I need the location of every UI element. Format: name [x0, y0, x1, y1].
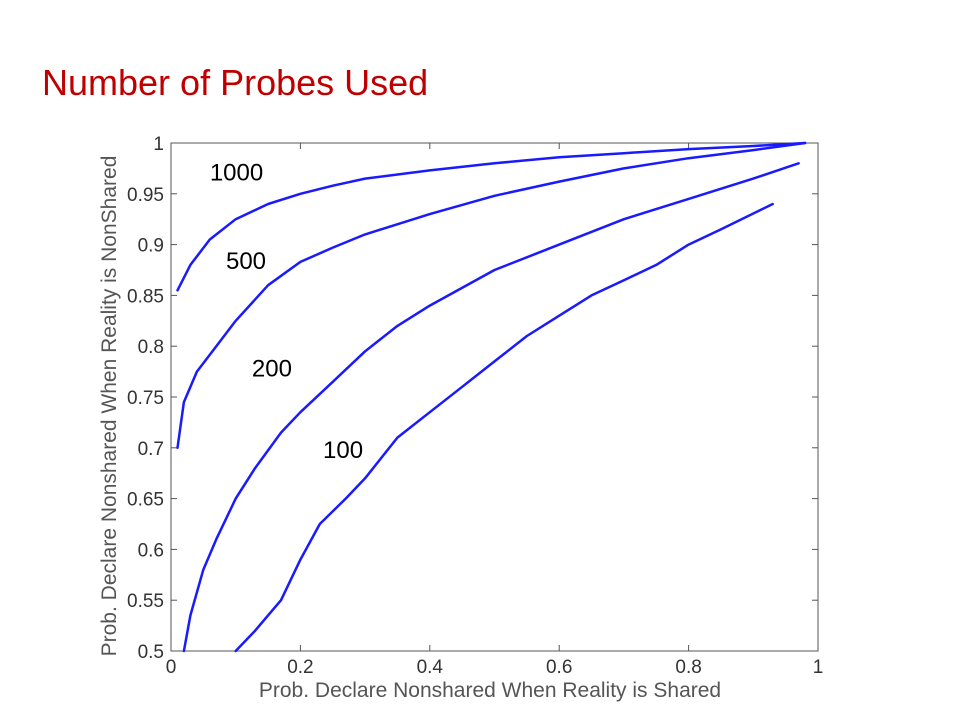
y-tick-label: 0.9	[138, 236, 164, 257]
series-lines	[176, 141, 807, 653]
y-tick-label: 0.8	[138, 337, 164, 358]
series-line-200	[182, 162, 800, 653]
x-tick-label: 0.2	[287, 657, 313, 678]
y-tick-label: 1	[153, 134, 164, 155]
y-tick-label: 0.55	[127, 591, 164, 612]
y-tick-label: 0.5	[138, 642, 164, 663]
x-tick-label: 0.6	[546, 657, 572, 678]
y-tick-label: 0.6	[138, 540, 164, 561]
series-label-100: 100	[323, 437, 363, 464]
series-line-1000	[176, 141, 807, 292]
series-label-500: 500	[226, 248, 266, 275]
x-axis-title: Prob. Declare Nonshared When Reality is …	[259, 679, 721, 702]
series-line-500	[176, 141, 807, 450]
slide-title: Number of Probes Used	[42, 62, 429, 103]
series-label-200: 200	[252, 356, 292, 383]
x-tick-label: 0	[166, 657, 177, 678]
series-label-1000: 1000	[210, 160, 263, 187]
x-tick-label: 0.8	[675, 657, 701, 678]
series-line-100	[234, 202, 774, 653]
x-tick-label: 0.4	[417, 657, 444, 678]
y-tick-label: 0.65	[127, 490, 164, 511]
y-axis-title: Prob. Declare Nonshared When Reality is …	[98, 156, 121, 657]
y-tick-label: 0.7	[138, 439, 164, 460]
plot-frame	[170, 142, 819, 652]
y-tick-label: 0.95	[127, 185, 164, 206]
x-tick-label: 1	[813, 657, 824, 678]
y-tick-label: 0.75	[127, 388, 164, 409]
axes: 0 0.2 0.4 0.6 0.8 1 0.5 0.55 0.6 0.65 0.7 0.75 0.8 0.…	[127, 134, 823, 678]
series-labels: 1000 500 200 100	[210, 160, 363, 464]
y-tick-label: 0.85	[127, 286, 164, 307]
